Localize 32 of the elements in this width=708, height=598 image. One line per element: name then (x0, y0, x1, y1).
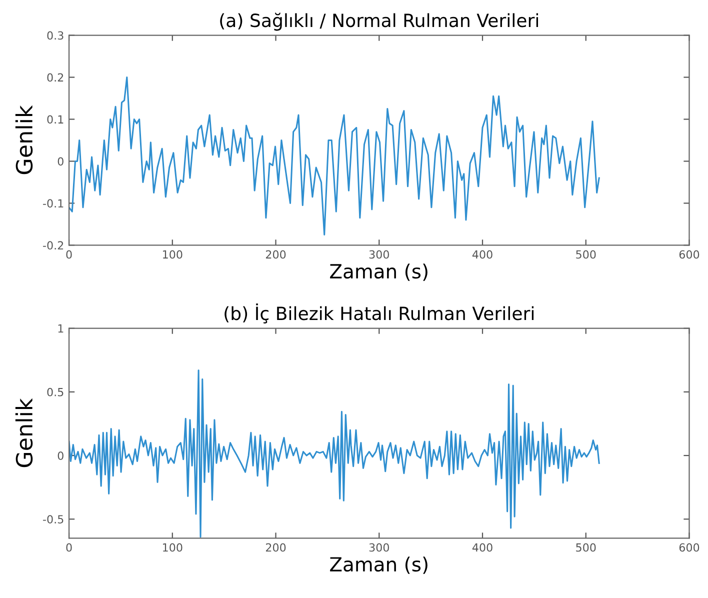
x-tick-label: 200 (266, 543, 286, 552)
line-series (69, 76, 600, 236)
x-tick-label: 200 (266, 250, 286, 259)
y-tick-label: 0.1 (47, 115, 64, 124)
y-axis-title: Genlik (15, 398, 33, 468)
x-tick-label: 300 (369, 543, 389, 552)
y-tick-label: 0 (58, 157, 64, 166)
y-axis-title: Genlik (15, 105, 33, 174)
y-tick-label: 1 (58, 324, 64, 333)
x-tick-label: 400 (472, 543, 492, 552)
x-tick-label: 600 (679, 250, 700, 259)
line-series (69, 370, 600, 538)
y-tick-label: -0.2 (43, 241, 64, 250)
y-tick-label: 0 (58, 451, 64, 460)
y-tick-label: 0.2 (47, 73, 64, 82)
y-tick-label: 0.3 (47, 31, 64, 40)
x-tick-label: 0 (66, 543, 72, 552)
x-axis-title: Zaman (s) (330, 556, 428, 574)
y-tick-label: 0.5 (47, 388, 64, 396)
x-tick-label: 500 (576, 250, 596, 259)
x-tick-label: 100 (163, 543, 182, 552)
x-axis-title: Zaman (s) (330, 264, 428, 281)
y-tick-label: -0.5 (43, 515, 64, 524)
x-tick-label: 400 (472, 250, 492, 259)
x-tick-label: 300 (369, 250, 389, 259)
chart-title: (a) Sağlıklı / Normal Rulman Verileri (220, 12, 538, 31)
x-tick-label: 500 (576, 543, 596, 552)
x-tick-label: 0 (66, 250, 72, 259)
x-tick-label: 100 (163, 250, 182, 259)
chart-title: (b) İç Bilezik Hatalı Rulman Verileri (224, 304, 534, 324)
x-tick-label: 600 (679, 543, 700, 552)
y-tick-label: -0.1 (43, 199, 64, 208)
